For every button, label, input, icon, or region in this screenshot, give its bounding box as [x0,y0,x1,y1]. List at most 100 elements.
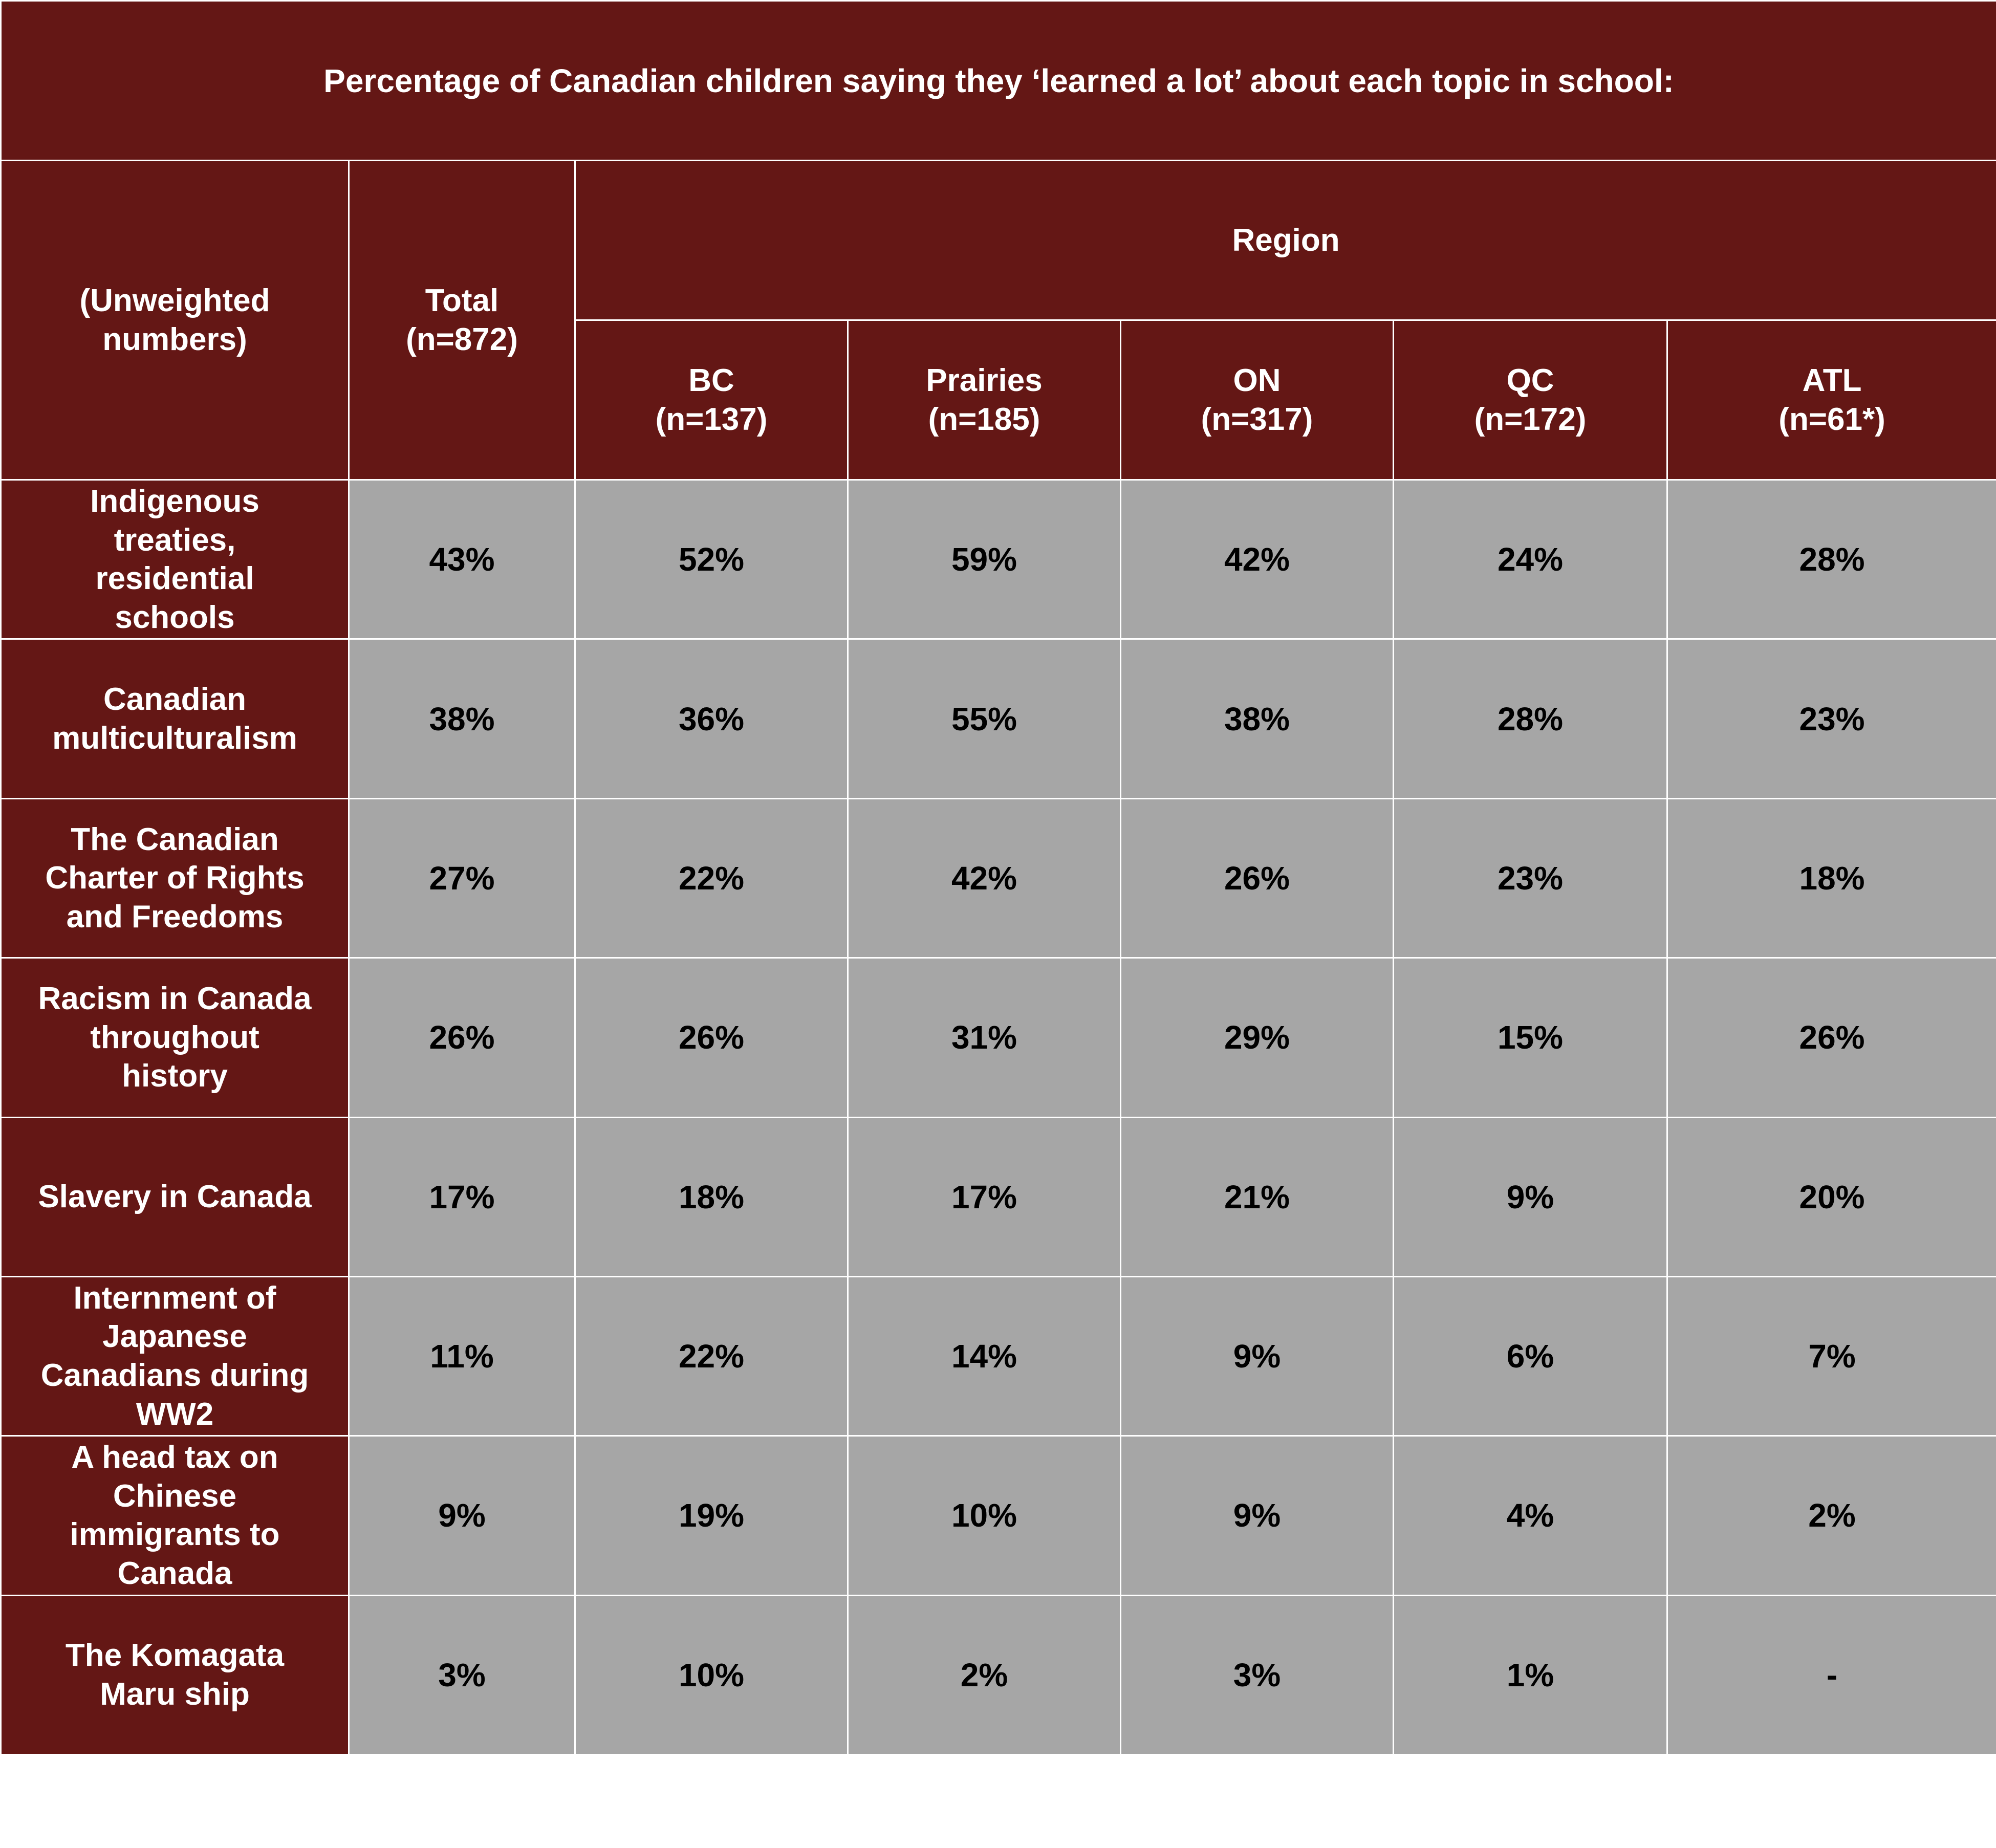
row-label-line: The Komagata [65,1638,285,1673]
value-cell: 17% [348,1116,576,1277]
row-label-line: Charter of Rights [45,860,305,896]
table-row: The Canadian Charter of Rights and Freedom… [0,797,1996,959]
table-body: Indigenous treaties, residential schools 43%… [0,479,1996,1756]
value-cell: 31% [847,957,1121,1118]
column-header-name: ON [1233,362,1281,398]
row-label-line: Japanese [102,1319,247,1355]
row-label-line: residential [95,561,254,597]
value-cell: 6% [1393,1275,1668,1437]
value-cell: 9% [348,1435,576,1596]
value-cell: 3% [348,1594,576,1756]
column-header-n: (n=172) [1474,401,1587,437]
value-cell: 9% [1120,1435,1394,1596]
table-row: A head tax on Chinese immigrants to Canada 9… [0,1435,1996,1596]
row-label-line: throughout [90,1019,259,1055]
value-cell: 43% [348,479,576,640]
row-label: The Komagata Maru ship [0,1594,350,1756]
value-cell: 18% [1666,797,1996,959]
value-cell: 28% [1666,479,1996,640]
column-header-n: (n=61*) [1778,401,1885,437]
value-cell: 22% [574,1275,849,1437]
value-cell: 24% [1393,479,1668,640]
row-label-line: Slavery in Canada [38,1179,312,1214]
row-label-line: Canadian [103,681,247,717]
region-columns-row: BC (n=137) Prairies (n=185) ON (n=317) QC (n=17… [1,319,1996,481]
row-label: Internment of Japanese Canadians during WW2 [0,1275,350,1437]
column-header-n: (n=185) [928,401,1040,437]
value-cell: 29% [1120,957,1394,1118]
total-header-cell: Total (n=872) [348,160,576,481]
value-cell: 10% [574,1594,849,1756]
row-label-line: Racism in Canada [38,981,312,1016]
value-cell: 59% [847,479,1121,640]
row-label-line: Canada [117,1556,232,1592]
value-cell: - [1666,1594,1996,1756]
value-cell: 9% [1393,1116,1668,1277]
column-header-prairies: Prairies (n=185) [847,319,1121,481]
row-label-line: The Canadian [71,821,279,857]
table-row: Canadian multiculturalism 38% 36% 55% 38% 28% 2… [0,638,1996,799]
row-label: Indigenous treaties, residential schools [0,479,350,640]
value-cell: 36% [574,638,849,799]
value-cell: 26% [1666,957,1996,1118]
value-cell: 38% [348,638,576,799]
value-cell: 11% [348,1275,576,1437]
value-cell: 28% [1393,638,1668,799]
value-cell: 9% [1120,1275,1394,1437]
column-header-qc: QC (n=172) [1393,319,1668,481]
table-title: Percentage of Canadian children saying t… [0,0,1996,161]
value-cell: 18% [574,1116,849,1277]
row-label-line: immigrants to [70,1517,280,1553]
table-row: Internment of Japanese Canadians during WW2… [0,1275,1996,1437]
column-header-name: Prairies [926,362,1043,398]
row-label: Racism in Canada throughout history [0,957,350,1118]
value-cell: 15% [1393,957,1668,1118]
value-cell: 2% [847,1594,1121,1756]
value-cell: 14% [847,1275,1121,1437]
value-cell: 38% [1120,638,1394,799]
row-label-line: treaties, [114,522,236,558]
value-cell: 42% [847,797,1121,959]
table-row: The Komagata Maru ship 3% 10% 2% 3% 1% - [0,1594,1996,1756]
value-cell: 26% [1120,797,1394,959]
row-label-line: Indigenous [90,483,259,519]
column-header-name: BC [688,362,734,398]
value-cell: 23% [1666,638,1996,799]
value-cell: 20% [1666,1116,1996,1277]
region-group-header: Region [574,160,1996,321]
row-label-line: Canadians during [40,1358,309,1394]
row-header-line-1: (Unweighted [79,282,270,318]
row-label-line: schools [115,599,235,635]
results-table: Percentage of Canadian children saying t… [0,0,1996,1756]
value-cell: 21% [1120,1116,1394,1277]
value-cell: 26% [348,957,576,1118]
row-label-line: and Freedoms [66,899,284,934]
value-cell: 55% [847,638,1121,799]
row-header-line-2: numbers) [102,321,247,357]
column-header-n: (n=137) [655,401,768,437]
value-cell: 17% [847,1116,1121,1277]
row-label: The Canadian Charter of Rights and Freedom… [0,797,350,959]
column-header-on: ON (n=317) [1120,319,1394,481]
row-label-line: WW2 [136,1396,214,1432]
value-cell: 52% [574,479,849,640]
value-cell: 7% [1666,1275,1996,1437]
column-header-name: ATL [1802,362,1862,398]
row-label-line: A head tax on [71,1440,278,1475]
value-cell: 27% [348,797,576,959]
row-label: Slavery in Canada [0,1116,350,1277]
row-label-line: Maru ship [100,1676,250,1712]
value-cell: 22% [574,797,849,959]
value-cell: 4% [1393,1435,1668,1596]
row-label-line: Chinese [113,1478,237,1514]
value-cell: 1% [1393,1594,1668,1756]
value-cell: 2% [1666,1435,1996,1596]
table-row: Slavery in Canada 17% 18% 17% 21% 9% 20% [0,1116,1996,1277]
total-header-n: (n=872) [406,321,518,357]
total-header-label: Total [425,282,499,318]
column-header-atl: ATL (n=61*) [1666,319,1996,481]
row-label: A head tax on Chinese immigrants to Canada [0,1435,350,1596]
row-header-cell: (Unweighted numbers) [0,160,350,481]
value-cell: 26% [574,957,849,1118]
column-header-name: QC [1506,362,1554,398]
